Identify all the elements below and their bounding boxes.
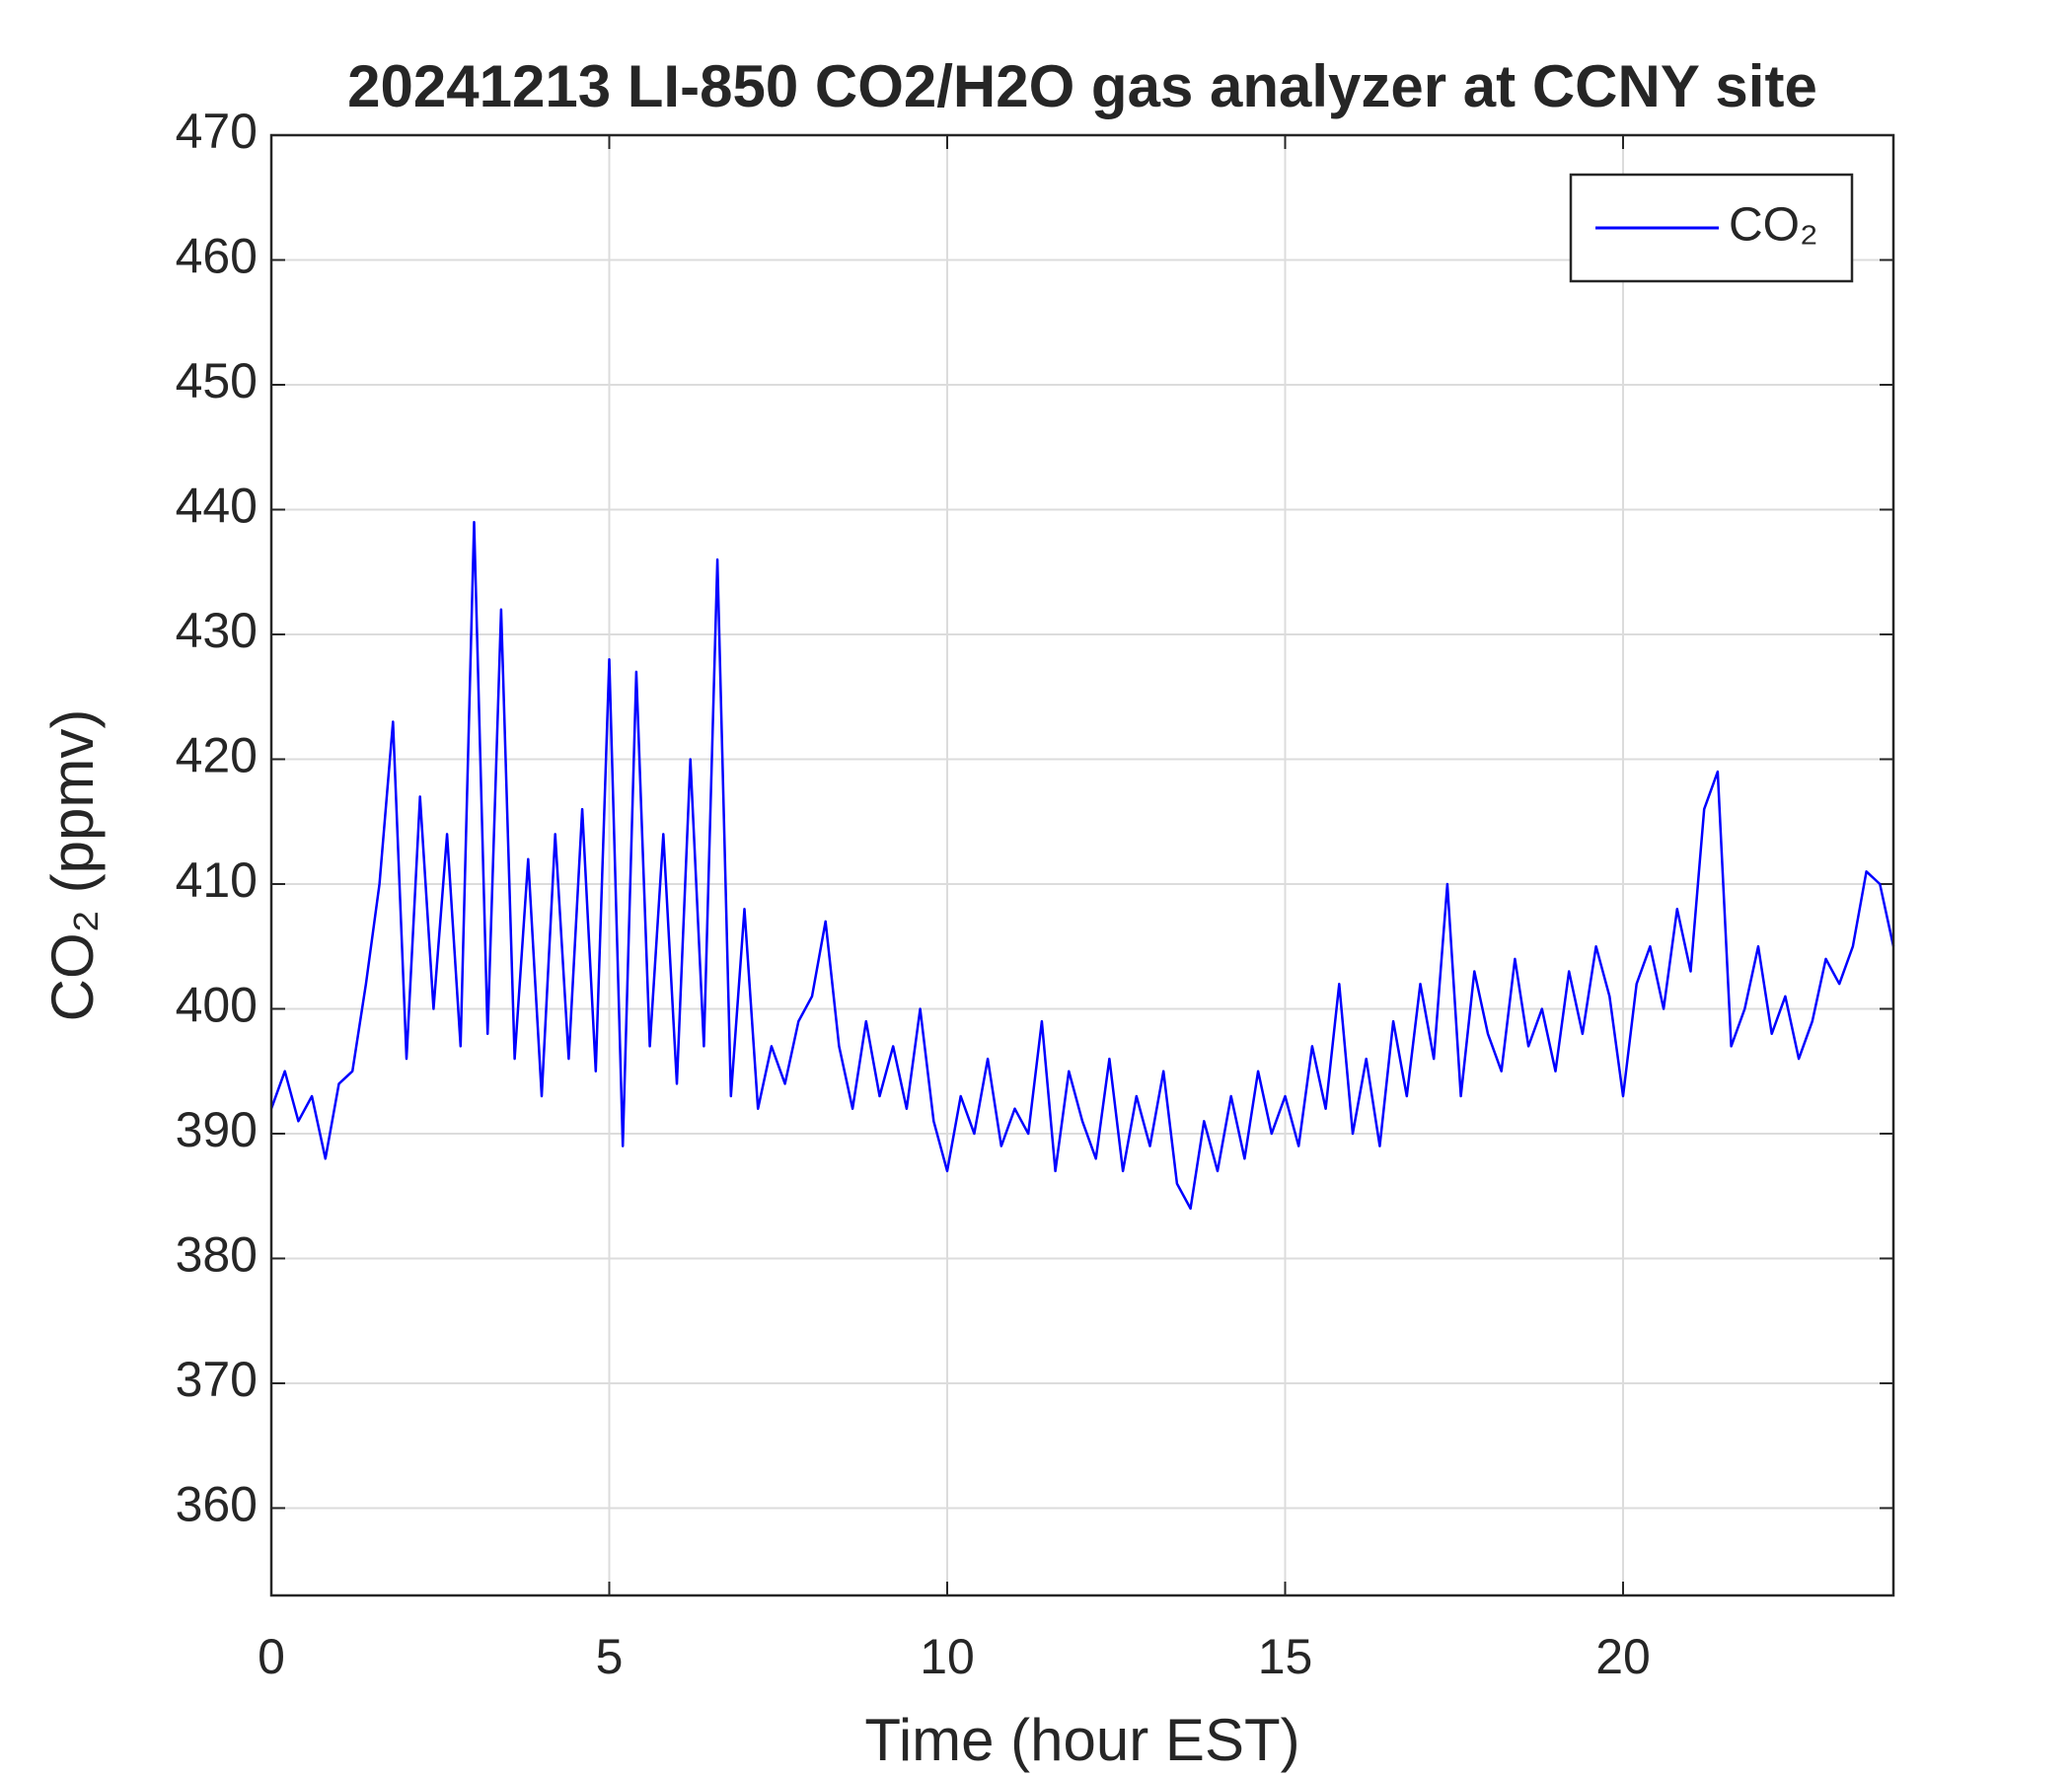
y-tick-label: 360 — [176, 1477, 258, 1532]
y-tick-label: 440 — [176, 479, 258, 534]
y-tick-label: 380 — [176, 1227, 258, 1283]
x-tick-label: 10 — [920, 1629, 975, 1684]
chart-title: 20241213 LI-850 CO2/H2O gas analyzer at … — [347, 53, 1817, 119]
y-tick-label: 390 — [176, 1102, 258, 1157]
plot-frame — [269, 133, 1895, 1597]
x-tick-label: 0 — [258, 1629, 285, 1684]
y-tick-label: 450 — [176, 353, 258, 408]
y-tick-label: 400 — [176, 978, 258, 1033]
y-tick-label: 420 — [176, 728, 258, 783]
y-tick-label: 460 — [176, 229, 258, 284]
y-tick-label: 370 — [176, 1352, 258, 1407]
y-axis-label: CO₂ (ppmv) — [39, 709, 106, 1022]
y-tick-label: 410 — [176, 852, 258, 908]
data-line — [269, 520, 1895, 1211]
x-axis-label: Time (hour EST) — [864, 1707, 1299, 1773]
y-tick-label: 470 — [176, 104, 258, 159]
y-tick-label: 430 — [176, 603, 258, 658]
legend-label: CO₂ — [1729, 199, 1818, 252]
x-tick-label: 15 — [1258, 1629, 1313, 1684]
x-tick-label: 5 — [596, 1629, 624, 1684]
x-tick-label: 20 — [1595, 1629, 1651, 1684]
